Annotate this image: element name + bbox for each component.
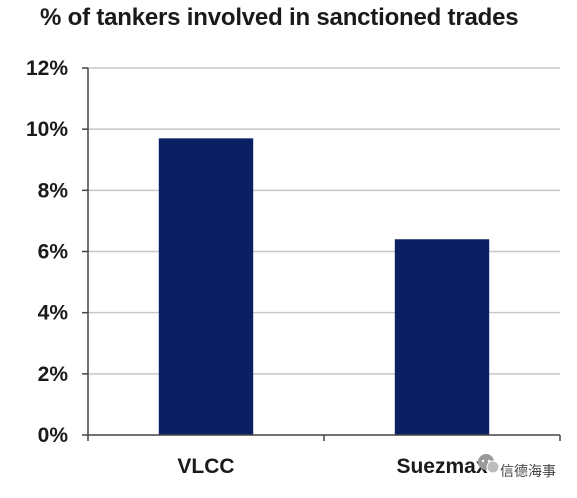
watermark-text: 信德海事 — [500, 464, 556, 480]
x-category-label: Suezmax — [396, 455, 487, 478]
axes — [82, 67, 561, 441]
y-tick-label: 8% — [38, 179, 69, 202]
wechat-icon — [478, 454, 500, 474]
y-tick-label: 10% — [26, 118, 68, 141]
y-tick-label: 12% — [26, 57, 68, 80]
y-tick-label: 4% — [38, 302, 69, 325]
bar-vlcc — [158, 138, 254, 435]
y-tick-label: 0% — [38, 424, 69, 447]
watermark: 信德海事 — [478, 454, 556, 480]
chart-title: % of tankers involved in sanctioned trad… — [40, 4, 519, 31]
y-tick-label: 2% — [38, 363, 69, 386]
x-category-labels: VLCC Suezmax — [177, 455, 487, 478]
y-tick-label: 6% — [38, 241, 69, 264]
x-category-label: VLCC — [177, 455, 234, 478]
bar-suezmax — [394, 239, 490, 435]
bars — [158, 138, 490, 435]
y-tick-labels: 0% 2% 4% 6% 8% 10% 12% — [26, 57, 68, 447]
